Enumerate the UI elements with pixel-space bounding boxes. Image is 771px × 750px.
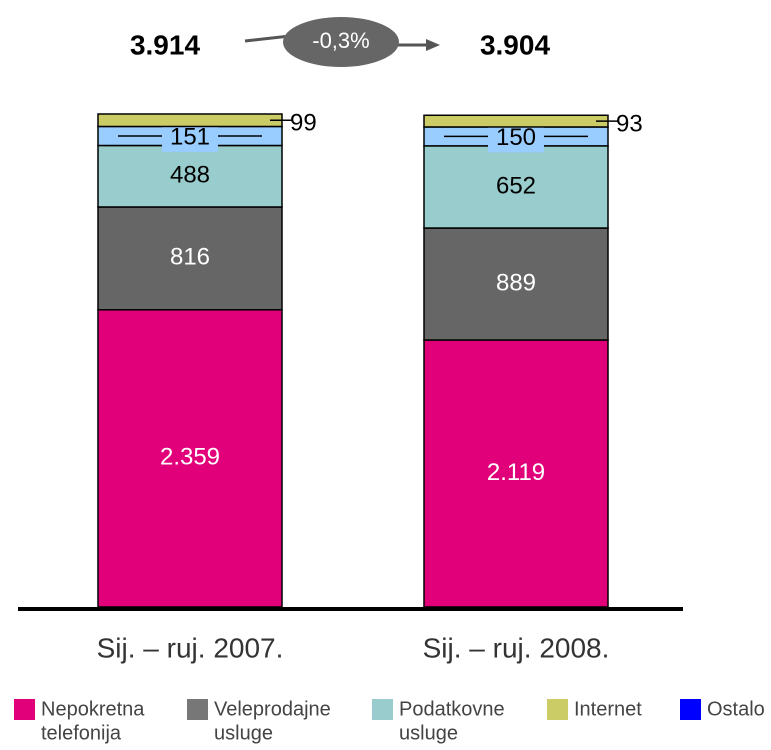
bar-segment bbox=[97, 113, 283, 128]
bar-segment bbox=[423, 145, 609, 229]
change-bubble bbox=[283, 17, 399, 67]
bar-segment bbox=[97, 309, 283, 608]
value-label: 652 bbox=[496, 172, 536, 199]
legend-label: Veleprodajne bbox=[214, 698, 331, 720]
legend-label: telefonija bbox=[41, 722, 122, 744]
legend-swatch bbox=[680, 699, 701, 720]
value-label: 99 bbox=[290, 110, 317, 137]
total-label: 3.914 bbox=[130, 29, 200, 60]
value-label: 93 bbox=[616, 110, 643, 137]
total-label: 3.904 bbox=[480, 29, 550, 60]
legend-swatch bbox=[14, 699, 35, 720]
value-label: 2.359 bbox=[160, 444, 220, 471]
header: 3.914 3.904 -0,3% bbox=[130, 17, 550, 67]
legend-label: Nepokretna bbox=[41, 698, 145, 720]
legend-label: Ostalo bbox=[707, 698, 765, 720]
legend-swatch bbox=[187, 699, 208, 720]
value-label: 2.119 bbox=[487, 459, 545, 486]
value-label: 488 bbox=[170, 162, 210, 189]
legend-label: Podatkovne bbox=[399, 698, 505, 720]
legend-label: Internet bbox=[574, 698, 642, 720]
x-tick-label: Sij. – ruj. 2008. bbox=[423, 632, 610, 663]
arrow-head bbox=[426, 39, 440, 51]
value-label: 889 bbox=[496, 269, 536, 296]
legend-label: usluge bbox=[214, 722, 273, 744]
bar-segment bbox=[423, 227, 609, 341]
legend-swatch bbox=[372, 699, 393, 720]
bar-segment bbox=[423, 114, 609, 128]
value-label: 150 bbox=[496, 124, 536, 151]
value-label: 816 bbox=[170, 244, 210, 271]
bar-segment bbox=[97, 206, 283, 311]
bar-segment bbox=[97, 144, 283, 208]
legend-label: usluge bbox=[399, 722, 458, 744]
legend-swatch bbox=[547, 699, 568, 720]
change-label: -0,3% bbox=[312, 28, 369, 53]
arrow-line bbox=[244, 34, 291, 43]
value-label: 151 bbox=[170, 123, 210, 150]
x-tick-label: Sij. – ruj. 2007. bbox=[97, 632, 284, 663]
